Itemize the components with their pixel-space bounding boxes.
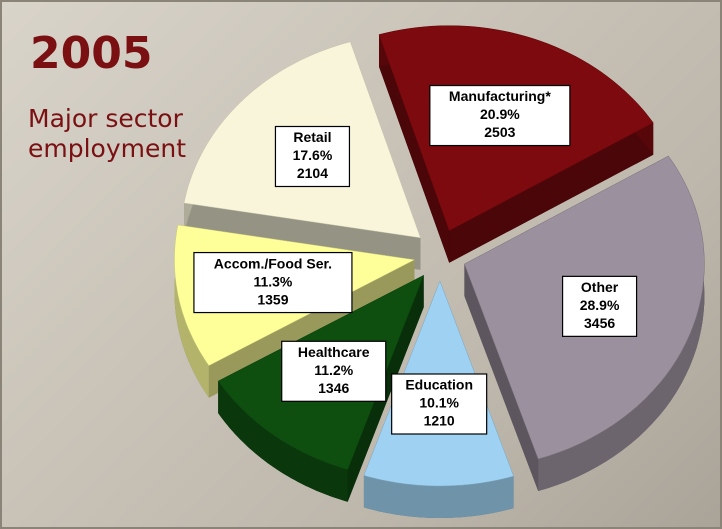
label-box bbox=[391, 373, 488, 435]
value-label: 1346 bbox=[318, 380, 349, 396]
value-label: 2503 bbox=[484, 124, 515, 140]
value-label: 2104 bbox=[297, 165, 328, 181]
slice-label: Accom./Food Ser. bbox=[214, 255, 332, 271]
slice-side bbox=[363, 475, 514, 518]
label-box bbox=[561, 275, 638, 337]
slice-side bbox=[174, 225, 209, 398]
label-box bbox=[274, 125, 351, 188]
chart-subtitle: Major sector employment bbox=[28, 104, 187, 163]
label-box bbox=[193, 251, 353, 314]
percent-label: 20.9% bbox=[480, 106, 520, 122]
label-box bbox=[429, 84, 571, 147]
slice-label: Manufacturing* bbox=[449, 88, 551, 104]
percent-label: 11.2% bbox=[314, 362, 353, 378]
slice-label: Retail bbox=[293, 129, 331, 145]
percent-label: 28.9% bbox=[580, 297, 620, 313]
slice-wall bbox=[379, 34, 450, 263]
slice-label: Healthcare bbox=[298, 344, 370, 360]
percent-label: 11.3% bbox=[253, 273, 292, 289]
slice-wall bbox=[464, 264, 539, 491]
slice-side bbox=[538, 156, 705, 491]
value-label: 1210 bbox=[424, 413, 455, 429]
percent-label: 17.6% bbox=[293, 147, 333, 163]
value-label: 3456 bbox=[584, 315, 615, 331]
slice-label: Other bbox=[581, 279, 619, 295]
chart-title: 2005 bbox=[30, 28, 153, 79]
value-label: 1359 bbox=[257, 291, 288, 307]
slice-label: Education bbox=[405, 377, 473, 393]
percent-label: 10.1% bbox=[419, 395, 459, 411]
label-box bbox=[281, 340, 387, 402]
slice-wall bbox=[449, 122, 654, 263]
